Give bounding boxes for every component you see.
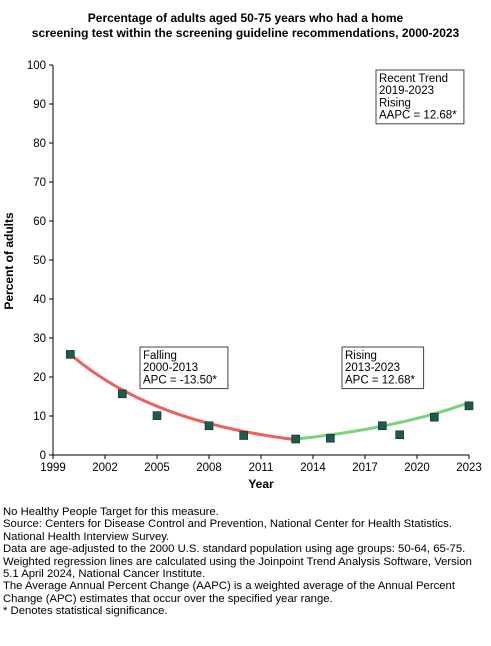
data-point xyxy=(326,433,335,443)
chart-title: Percentage of adults aged 50-75 years wh… xyxy=(0,11,491,41)
trend-line xyxy=(294,401,471,441)
x-tick-label: 1999 xyxy=(40,462,66,474)
note-source: Source: Centers for Disease Control and … xyxy=(3,518,452,543)
y-tick-label: 80 xyxy=(33,138,46,150)
y-tick-label: 30 xyxy=(33,333,46,345)
data-point xyxy=(66,350,75,359)
x-tick-label: 2023 xyxy=(456,462,482,474)
falling-trend-box-frame xyxy=(139,346,229,390)
y-tick-label: 70 xyxy=(33,177,46,189)
y-tick-label: 10 xyxy=(33,411,46,423)
trend-chart: 0 10 20 30 40 50 60 70 80 90 100 1999 2002 2005 2008 20… xyxy=(2,60,482,491)
data-point xyxy=(239,431,248,440)
data-point xyxy=(430,412,439,422)
axis-ticks: 0 10 20 30 40 50 60 70 80 90 100 1999 2002 2005 2008 20… xyxy=(27,60,482,474)
x-tick-label: 2008 xyxy=(196,462,222,474)
x-tick-label: 2014 xyxy=(300,462,326,474)
data-point xyxy=(118,389,127,399)
observed-points xyxy=(66,350,474,444)
recent-trend-box-line: AAPC = 12.68* xyxy=(379,110,457,122)
falling-trend-box-line: Falling xyxy=(143,350,177,362)
chart-title-line-2: screening test within the screening guid… xyxy=(31,26,460,40)
data-point xyxy=(152,411,162,420)
y-tick-label: 50 xyxy=(33,255,46,267)
x-axis-label: Year xyxy=(248,477,274,491)
note-aapc: The Average Annual Percent Change (AAPC)… xyxy=(3,580,455,605)
chart-notes: No Healthy People Target for this measur… xyxy=(3,506,489,618)
rising-trend-box-line: APC = 12.68* xyxy=(345,374,416,386)
y-tick-label: 20 xyxy=(33,372,46,384)
recent-trend-box-frame xyxy=(375,69,465,125)
rising-trend-box-line: 2013-2023 xyxy=(345,362,400,374)
rising-trend-box-line: Rising xyxy=(345,350,377,362)
data-point xyxy=(395,430,404,440)
x-tick-label: 2020 xyxy=(404,462,430,474)
x-tick-label: 2005 xyxy=(144,462,170,474)
recent-trend-box-line: Rising xyxy=(379,97,411,109)
y-axis-label: Percent of adults xyxy=(2,212,16,310)
y-tick-label: 0 xyxy=(40,450,46,462)
falling-trend-box-line: 2000-2013 xyxy=(143,362,198,374)
note-regression: Weighted regression lines are calculated… xyxy=(3,555,472,581)
recent-trend-box-line: 2019-2023 xyxy=(379,85,434,97)
falling-trend-box-line: APC = -13.50* xyxy=(143,374,217,386)
x-tick-label: 2002 xyxy=(92,462,118,474)
note-target: No Healthy People Target for this measur… xyxy=(3,506,219,518)
data-point xyxy=(291,434,300,444)
trend-line xyxy=(68,352,298,442)
y-tick-label: 100 xyxy=(27,60,46,72)
note-age-adjust: Data are age-adjusted to the 2000 U.S. s… xyxy=(3,543,466,556)
note-significance: * Denotes statistical significance. xyxy=(3,605,168,618)
recent-trend-box-line: Recent Trend xyxy=(379,73,448,85)
chart-title-line-1: Percentage of adults aged 50-75 years wh… xyxy=(87,11,404,25)
y-tick-label: 60 xyxy=(33,216,46,228)
data-point xyxy=(378,421,387,431)
data-point xyxy=(464,401,474,411)
rising-trend-box-frame xyxy=(341,346,425,390)
x-tick-label: 2017 xyxy=(352,462,378,474)
x-tick-label: 2011 xyxy=(249,462,274,474)
y-tick-label: 40 xyxy=(33,294,46,306)
y-tick-label: 90 xyxy=(33,99,46,111)
data-point xyxy=(204,421,214,431)
